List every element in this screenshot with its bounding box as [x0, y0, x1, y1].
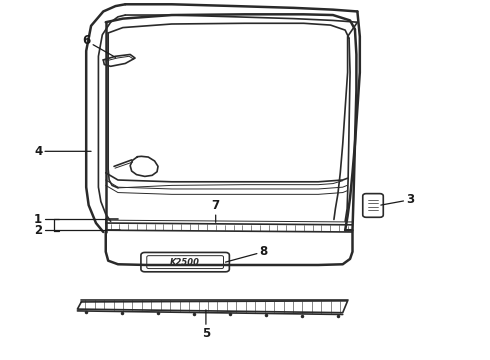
Text: 7: 7: [212, 199, 220, 222]
Text: 3: 3: [381, 193, 415, 206]
Text: 4: 4: [34, 145, 91, 158]
Text: 5: 5: [202, 310, 210, 340]
Text: K2500: K2500: [170, 258, 200, 267]
Text: 8: 8: [225, 245, 268, 262]
Text: 6: 6: [82, 34, 116, 57]
Text: 2: 2: [34, 224, 42, 237]
Text: 1: 1: [34, 213, 42, 226]
